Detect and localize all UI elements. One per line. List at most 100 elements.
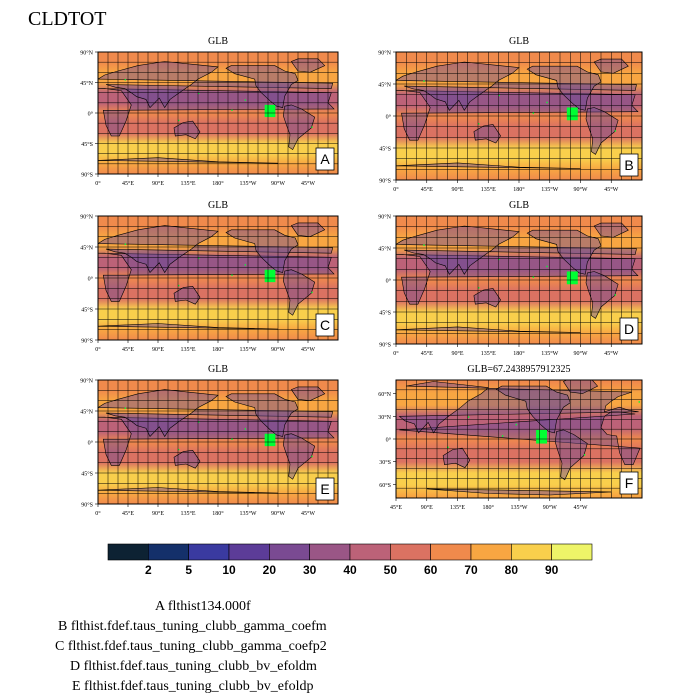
highlight-cell [178, 284, 180, 287]
highlight-cell [231, 109, 233, 111]
lon-tick-label: 90°W [271, 510, 285, 517]
coastline [396, 225, 637, 275]
lon-tick-label: 0° [393, 350, 399, 357]
panel-title: GLB [208, 200, 228, 211]
colorbar-label: 50 [384, 563, 398, 577]
case-b-label: B flthist.fdef.taus_tuning_clubb_gamma_c… [58, 619, 327, 634]
lon-tick-label: 90°E [421, 504, 433, 511]
colorbar-swatch [551, 543, 593, 561]
lon-tick-label: 135°E [180, 180, 195, 187]
highlight-cell [124, 243, 126, 245]
highlight-cell [532, 276, 535, 278]
lon-tick-label: 45°W [604, 350, 618, 357]
lon-tick-label: 135°W [239, 180, 256, 187]
lon-tick-label: 90°W [271, 180, 285, 187]
coastline [282, 269, 316, 316]
panel-title: GLB [509, 200, 529, 211]
lon-tick-label: 135°W [239, 346, 256, 353]
panel-letter: E [320, 481, 329, 497]
highlight-cell [198, 421, 200, 423]
lat-tick-label: 90°N [80, 378, 93, 385]
colorbar-label: 30 [303, 563, 317, 577]
coastline [173, 120, 201, 140]
coastline [396, 61, 637, 111]
highlight-cell [501, 435, 504, 437]
highlight-cell [423, 244, 425, 246]
lat-tick-label: 90°S [81, 172, 93, 179]
lon-tick-label: 135°W [541, 350, 558, 357]
lon-tick-label: 90°W [573, 186, 587, 193]
colorbar-swatch [269, 543, 310, 561]
colorbar-swatch [107, 543, 149, 561]
lon-tick-label: 45°W [301, 346, 315, 353]
colorbar-label: 2 [145, 563, 152, 577]
coastline [225, 65, 299, 108]
highlight-cell [178, 448, 180, 451]
lon-tick-label: 90°E [451, 186, 463, 193]
lon-tick-label: 180° [513, 186, 525, 193]
colorbar-swatch [390, 543, 431, 561]
case-a-label: A flthist134.000f [155, 599, 251, 614]
coastline [399, 411, 641, 466]
lat-tick-label: 30°S [379, 459, 391, 466]
coastline [173, 449, 201, 469]
highlight-cell [478, 287, 480, 289]
lon-tick-label: 135°E [481, 350, 496, 357]
map-field [98, 380, 338, 504]
lon-tick-label: 90°E [451, 350, 463, 357]
lat-tick-label: 45°N [80, 409, 93, 416]
colorbar-label: 40 [343, 563, 357, 577]
lon-tick-label: 135°W [239, 510, 256, 517]
coastline [282, 104, 316, 151]
lat-tick-label: 0° [88, 276, 94, 283]
highlight-cell [244, 264, 246, 266]
highlight-cell [546, 101, 548, 104]
highlight-cell [478, 123, 480, 125]
colorbar-label: 90 [545, 563, 559, 577]
highlight-cell [311, 455, 313, 458]
highlight-cell [447, 446, 449, 449]
highlight-cell [244, 99, 246, 101]
colorbar-swatch [148, 543, 189, 561]
highlight-cell [178, 119, 180, 122]
colorbar-swatch [188, 543, 230, 561]
coastline [526, 65, 602, 111]
map-panel-f: GLB=67.2438957912325 60°N 30°N 0° 30°S 60°S 45… [378, 364, 643, 511]
colorbar-label: 60 [424, 563, 438, 577]
colorbar-swatch [470, 543, 512, 561]
lat-tick-label: 0° [88, 111, 94, 118]
lat-tick-label: 45°S [81, 141, 93, 148]
panel-title: GLB [208, 36, 228, 47]
lon-tick-label: 180° [212, 510, 224, 517]
coastline [225, 393, 299, 437]
lat-tick-label: 90°N [378, 50, 391, 57]
coastline [473, 124, 501, 144]
lon-tick-label: 90°E [152, 180, 164, 187]
colorbar-label: 70 [464, 563, 478, 577]
highlight-cell [124, 79, 126, 81]
map-field [98, 216, 338, 340]
highlight-cell [231, 274, 233, 276]
highlight-cell [264, 269, 276, 283]
lat-tick-label: 90°S [81, 502, 93, 509]
lon-tick-label: 90°W [271, 346, 285, 353]
highlight-cell [231, 438, 233, 440]
panel-title: GLB=67.2438957912325 [467, 364, 570, 375]
panel-letter: C [320, 317, 330, 333]
lon-tick-label: 180° [513, 350, 525, 357]
lon-tick-label: 135°W [541, 186, 558, 193]
lat-tick-label: 90°S [81, 338, 93, 345]
lon-tick-label: 0° [95, 510, 101, 517]
coastline [473, 288, 501, 308]
colorbar-label: 10 [222, 563, 236, 577]
lat-tick-label: 90°N [80, 214, 93, 221]
lat-tick-label: 90°N [378, 214, 391, 221]
lon-tick-label: 135°E [450, 504, 465, 511]
lat-tick-label: 45°S [379, 146, 391, 153]
lat-tick-label: 45°N [80, 245, 93, 252]
coastline [585, 107, 619, 155]
lon-tick-label: 45°E [122, 180, 134, 187]
